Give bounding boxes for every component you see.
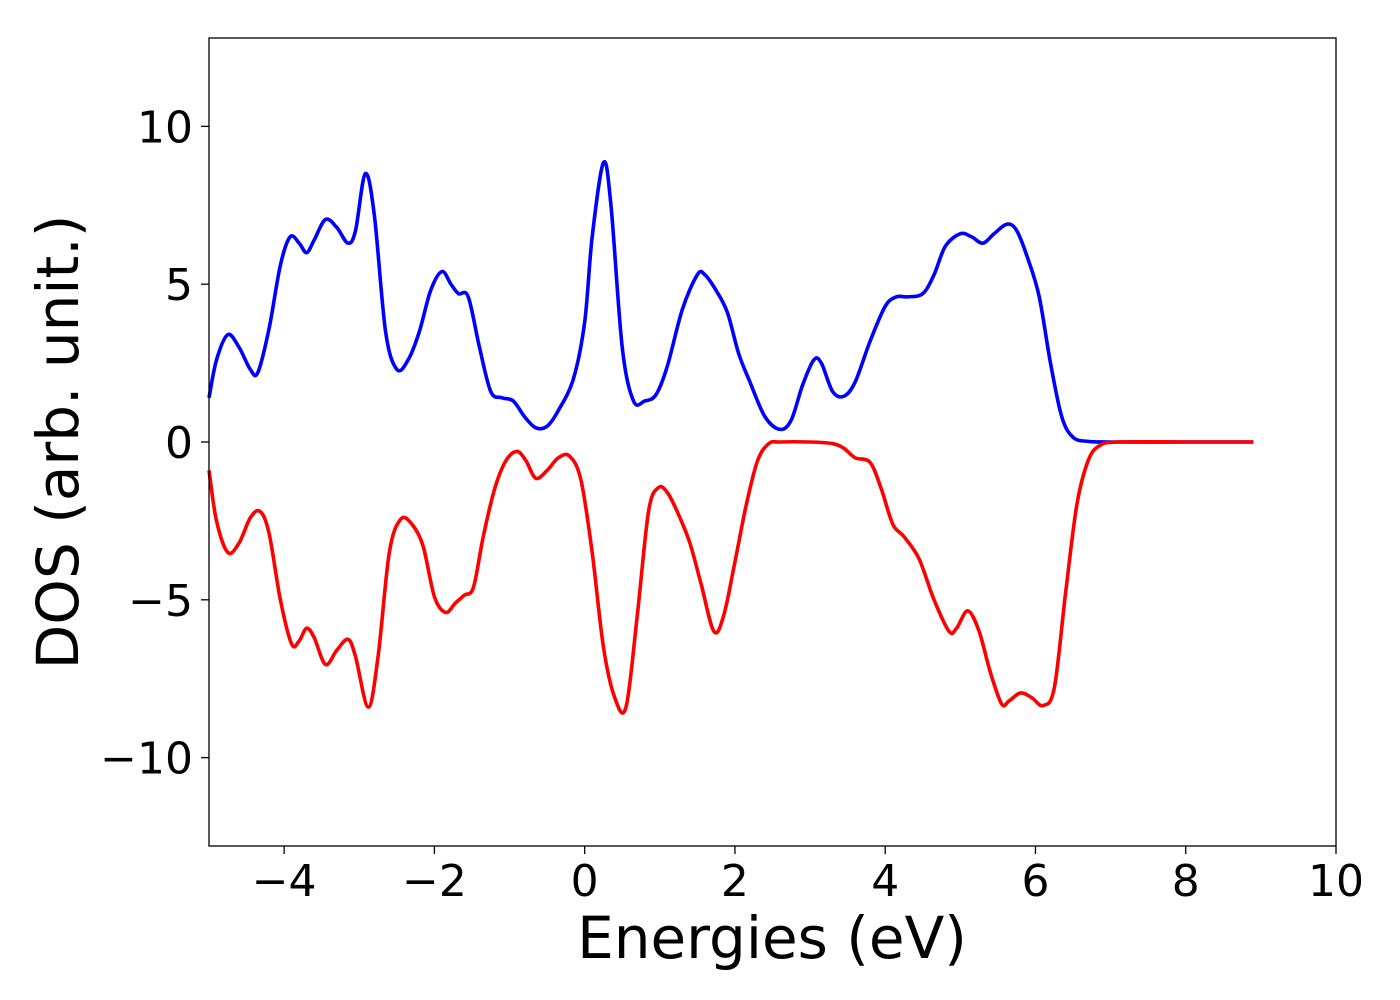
- x-tick-label: 2: [721, 856, 749, 907]
- x-axis-label: Energies (eV): [577, 904, 967, 972]
- x-axis-ticks: −4 −2 0 2 4 6 8 10: [252, 846, 1364, 907]
- x-tick-label: −2: [402, 856, 467, 907]
- x-tick-label: −4: [252, 856, 317, 907]
- x-tick-label: 10: [1308, 856, 1364, 907]
- y-axis-ticks: 10 5 0 −5 −10: [100, 102, 209, 785]
- y-tick-label: 0: [165, 418, 193, 469]
- x-tick-label: 8: [1172, 856, 1200, 907]
- y-tick-label: 10: [137, 102, 193, 153]
- y-tick-label: −5: [128, 576, 193, 627]
- series-line-positive: [207, 159, 1254, 444]
- y-tick-label: 5: [165, 260, 193, 311]
- x-tick-label: 6: [1021, 856, 1049, 907]
- y-tick-label: −10: [100, 734, 193, 785]
- x-tick-label: 0: [571, 856, 599, 907]
- x-tick-label: 4: [871, 856, 899, 907]
- series-line-negative: [207, 439, 1254, 715]
- y-axis-label: DOS (arb. unit.): [24, 215, 92, 670]
